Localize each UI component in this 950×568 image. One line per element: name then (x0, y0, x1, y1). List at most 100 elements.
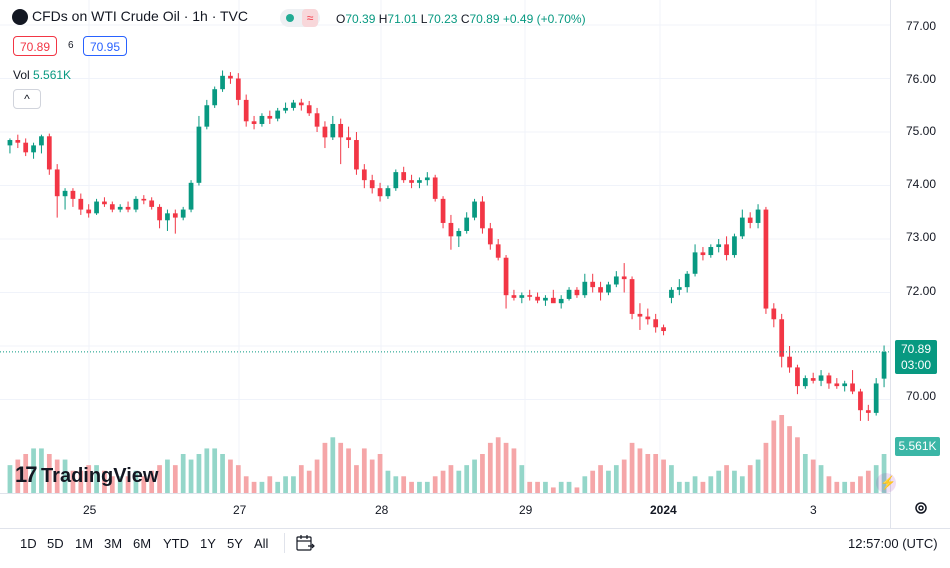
time-axis-divider (0, 493, 890, 494)
candle-body (732, 236, 737, 256)
volume-bar (661, 459, 666, 493)
volume-bar (275, 481, 281, 493)
candle-body (881, 351, 887, 379)
volume-bar (330, 437, 336, 493)
time-tick: 27 (233, 503, 247, 517)
volume-bar (70, 470, 76, 493)
candle-body (818, 375, 824, 381)
candle-body (558, 298, 564, 304)
candle-body (440, 198, 446, 223)
candle-body (621, 276, 627, 280)
candle-body (243, 99, 249, 122)
purple-indicator-icon[interactable]: ⚡ (880, 475, 897, 490)
volume-bar (795, 437, 800, 493)
candle-body (417, 180, 422, 183)
candle-body (298, 102, 304, 106)
symbol-logo-icon (12, 9, 28, 25)
candle-body (354, 140, 359, 170)
volume-bar (613, 465, 619, 493)
change-value: +0.49 (+0.70%) (502, 12, 586, 26)
volume-bar (149, 470, 155, 493)
volume-bar (86, 465, 92, 493)
bottom-toolbar (0, 528, 950, 559)
candle-body (117, 206, 123, 210)
range-5y-button[interactable]: 5Y (227, 536, 243, 551)
candle-body (503, 257, 509, 296)
candle-body (582, 281, 588, 296)
range-6m-button[interactable]: 6M (133, 536, 152, 551)
clock[interactable]: 12:57:00 (UTC) (848, 536, 938, 551)
candle-body (23, 142, 29, 153)
volume-bar (708, 476, 714, 493)
volume-bar (535, 481, 540, 493)
candle-body (574, 289, 580, 296)
volume-legend[interactable]: Vol 5.561K (13, 68, 71, 82)
volume-bar (432, 476, 438, 493)
volume-bar (322, 442, 328, 493)
sell-button[interactable]: 70.89 (13, 36, 58, 56)
symbol-title[interactable]: CFDs on WTI Crude Oil · 1h · TVC (32, 8, 249, 24)
gear-icon[interactable] (913, 500, 929, 516)
volume-bar (480, 454, 485, 493)
candle-body (165, 213, 170, 221)
buy-button[interactable]: 70.95 (83, 36, 128, 56)
calendar-goto-icon[interactable] (296, 534, 316, 552)
candle-body (472, 201, 477, 218)
candle-body (188, 182, 194, 210)
tradingview-logo[interactable]: 17 TradingView (15, 462, 159, 488)
last-price-value: 70.89 (900, 342, 932, 356)
range-all-button[interactable]: All (254, 536, 269, 551)
volume-bar (881, 454, 887, 493)
volume-bar (54, 459, 60, 493)
candle-body (834, 383, 840, 387)
candle-body (519, 295, 525, 298)
volume-bar (39, 448, 44, 493)
candle-body (669, 289, 674, 298)
close-value: 70.89 (469, 12, 500, 26)
candle-body (204, 105, 210, 127)
price-tick: 70.00 (905, 389, 936, 403)
volume-value: 5.561K (33, 68, 72, 82)
candle-body (15, 140, 21, 143)
volume-bar (787, 426, 792, 493)
range-ytd-button[interactable]: YTD (163, 536, 189, 551)
candle-body (495, 244, 501, 258)
volume-bar (472, 459, 477, 493)
volume-bar (354, 465, 359, 493)
volume-bar (850, 481, 855, 493)
candle-body (795, 367, 800, 387)
price-axis-divider (890, 0, 891, 528)
volume-bar (172, 465, 178, 493)
indicator-badge[interactable] (876, 473, 896, 493)
volume-bar (464, 465, 470, 493)
candle-body (133, 198, 139, 210)
range-3m-button[interactable]: 3M (104, 536, 123, 551)
range-1m-button[interactable]: 1M (75, 536, 94, 551)
volume-bar (566, 481, 572, 493)
volume-bar (865, 470, 871, 493)
candle-body (779, 319, 785, 357)
volume-bar (732, 470, 737, 493)
candle-body (385, 188, 391, 197)
candle-body (826, 375, 832, 384)
range-5d-button[interactable]: 5D (47, 536, 64, 551)
candle-body (724, 244, 729, 256)
volume-bar (558, 481, 564, 493)
volume-label: Vol (13, 68, 30, 82)
market-status[interactable]: ≈ (280, 9, 320, 27)
candle-body (613, 276, 619, 285)
volume-bar (228, 459, 233, 493)
range-1y-button[interactable]: 1Y (200, 536, 216, 551)
candle-body (7, 140, 13, 146)
volume-bar (157, 465, 162, 493)
volume-bar (818, 465, 824, 493)
candle-body (842, 383, 848, 387)
collapse-legend-button[interactable]: ^ (13, 89, 41, 109)
range-1d-button[interactable]: 1D (20, 536, 37, 551)
volume-bar (235, 465, 241, 493)
candle-body (629, 279, 635, 314)
volume-bar (204, 448, 210, 493)
high-label: H (378, 12, 388, 26)
